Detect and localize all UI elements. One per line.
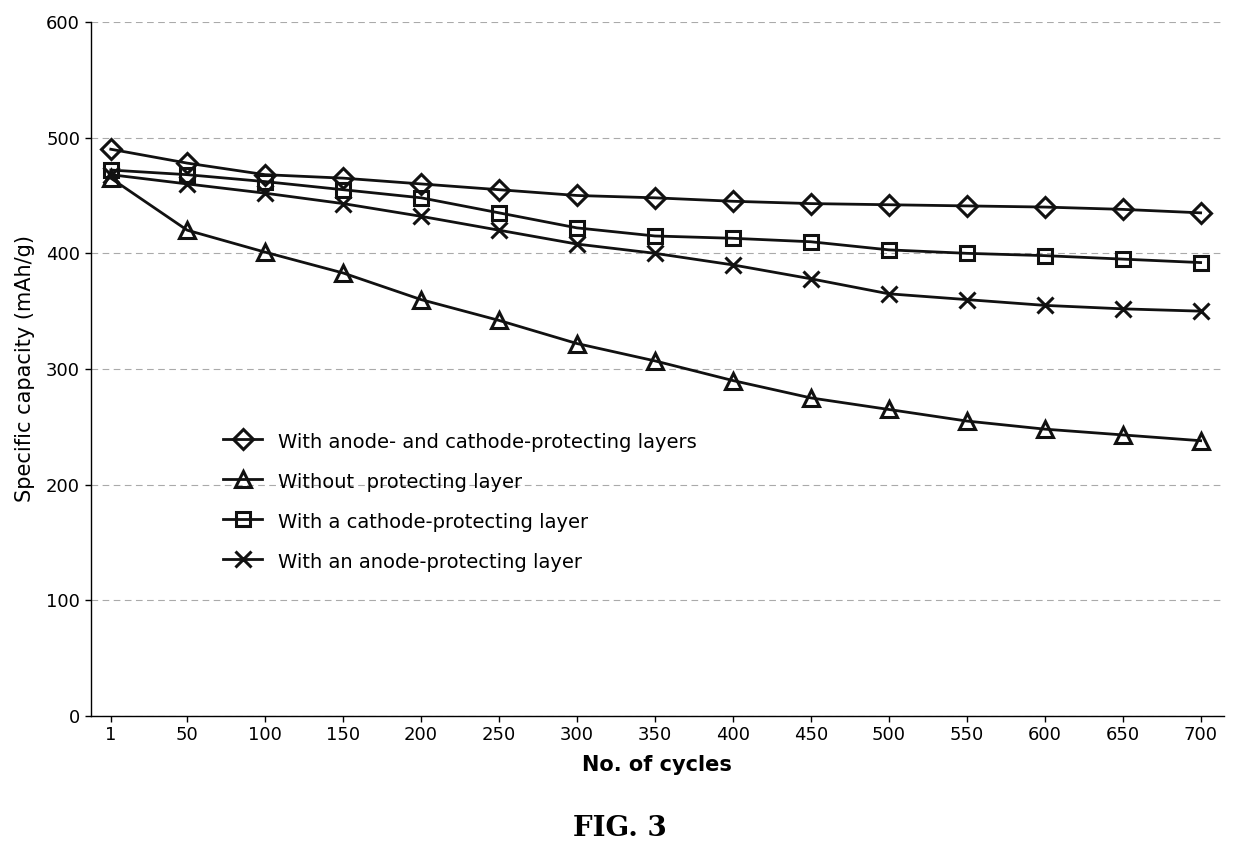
With a cathode-protecting layer bbox=[726, 233, 741, 243]
Without  protecting layer bbox=[336, 268, 351, 278]
With anode- and cathode-protecting layers bbox=[258, 169, 273, 179]
With an anode-protecting layer bbox=[881, 289, 896, 299]
With anode- and cathode-protecting layers bbox=[959, 201, 974, 211]
Y-axis label: Specific capacity (mAh/g): Specific capacity (mAh/g) bbox=[15, 235, 35, 502]
With an anode-protecting layer bbox=[1037, 300, 1052, 310]
With a cathode-protecting layer bbox=[648, 231, 663, 241]
With a cathode-protecting layer bbox=[1115, 254, 1130, 264]
With anode- and cathode-protecting layers bbox=[648, 193, 663, 203]
Text: FIG. 3: FIG. 3 bbox=[572, 814, 667, 842]
With an anode-protecting layer bbox=[180, 178, 195, 189]
With an anode-protecting layer bbox=[492, 225, 507, 235]
With anode- and cathode-protecting layers bbox=[1193, 207, 1208, 218]
Without  protecting layer bbox=[1115, 430, 1130, 440]
With a cathode-protecting layer bbox=[570, 223, 585, 233]
With an anode-protecting layer bbox=[258, 188, 273, 198]
With anode- and cathode-protecting layers bbox=[881, 200, 896, 210]
With a cathode-protecting layer bbox=[336, 184, 351, 195]
With an anode-protecting layer bbox=[336, 199, 351, 209]
With anode- and cathode-protecting layers bbox=[1115, 204, 1130, 214]
Without  protecting layer bbox=[1037, 424, 1052, 434]
With an anode-protecting layer bbox=[648, 248, 663, 258]
With a cathode-protecting layer bbox=[492, 207, 507, 218]
Without  protecting layer bbox=[258, 247, 273, 258]
With a cathode-protecting layer bbox=[180, 169, 195, 179]
With a cathode-protecting layer bbox=[103, 165, 118, 175]
With anode- and cathode-protecting layers bbox=[726, 196, 741, 207]
With anode- and cathode-protecting layers bbox=[492, 184, 507, 195]
With a cathode-protecting layer bbox=[1193, 258, 1208, 268]
Line: With a cathode-protecting layer: With a cathode-protecting layer bbox=[104, 163, 1208, 269]
With an anode-protecting layer bbox=[726, 260, 741, 270]
Line: Without  protecting layer: Without protecting layer bbox=[103, 171, 1208, 448]
With an anode-protecting layer bbox=[1115, 303, 1130, 314]
With a cathode-protecting layer bbox=[959, 248, 974, 258]
Legend: With anode- and cathode-protecting layers, Without  protecting layer, With a cat: With anode- and cathode-protecting layer… bbox=[213, 422, 706, 581]
With an anode-protecting layer bbox=[803, 274, 818, 284]
Without  protecting layer bbox=[1193, 435, 1208, 445]
Without  protecting layer bbox=[959, 416, 974, 426]
With a cathode-protecting layer bbox=[881, 245, 896, 255]
With anode- and cathode-protecting layers bbox=[180, 158, 195, 168]
With an anode-protecting layer bbox=[1193, 306, 1208, 316]
With anode- and cathode-protecting layers bbox=[1037, 202, 1052, 212]
With anode- and cathode-protecting layers bbox=[803, 199, 818, 209]
Without  protecting layer bbox=[103, 173, 118, 184]
With anode- and cathode-protecting layers bbox=[414, 178, 429, 189]
Line: With anode- and cathode-protecting layers: With anode- and cathode-protecting layer… bbox=[104, 142, 1208, 220]
With an anode-protecting layer bbox=[570, 239, 585, 249]
Line: With an anode-protecting layer: With an anode-protecting layer bbox=[103, 167, 1209, 320]
Without  protecting layer bbox=[492, 315, 507, 326]
Without  protecting layer bbox=[803, 393, 818, 403]
Without  protecting layer bbox=[726, 376, 741, 386]
With anode- and cathode-protecting layers bbox=[336, 173, 351, 184]
With a cathode-protecting layer bbox=[1037, 251, 1052, 261]
Without  protecting layer bbox=[180, 225, 195, 235]
Without  protecting layer bbox=[414, 294, 429, 304]
With anode- and cathode-protecting layers bbox=[103, 144, 118, 155]
With an anode-protecting layer bbox=[103, 169, 118, 179]
With a cathode-protecting layer bbox=[803, 236, 818, 246]
With anode- and cathode-protecting layers bbox=[570, 190, 585, 201]
With a cathode-protecting layer bbox=[414, 193, 429, 203]
With a cathode-protecting layer bbox=[258, 177, 273, 187]
Without  protecting layer bbox=[881, 405, 896, 415]
With an anode-protecting layer bbox=[959, 294, 974, 304]
Without  protecting layer bbox=[648, 356, 663, 366]
X-axis label: No. of cycles: No. of cycles bbox=[582, 756, 732, 775]
Without  protecting layer bbox=[570, 338, 585, 348]
With an anode-protecting layer bbox=[414, 211, 429, 221]
